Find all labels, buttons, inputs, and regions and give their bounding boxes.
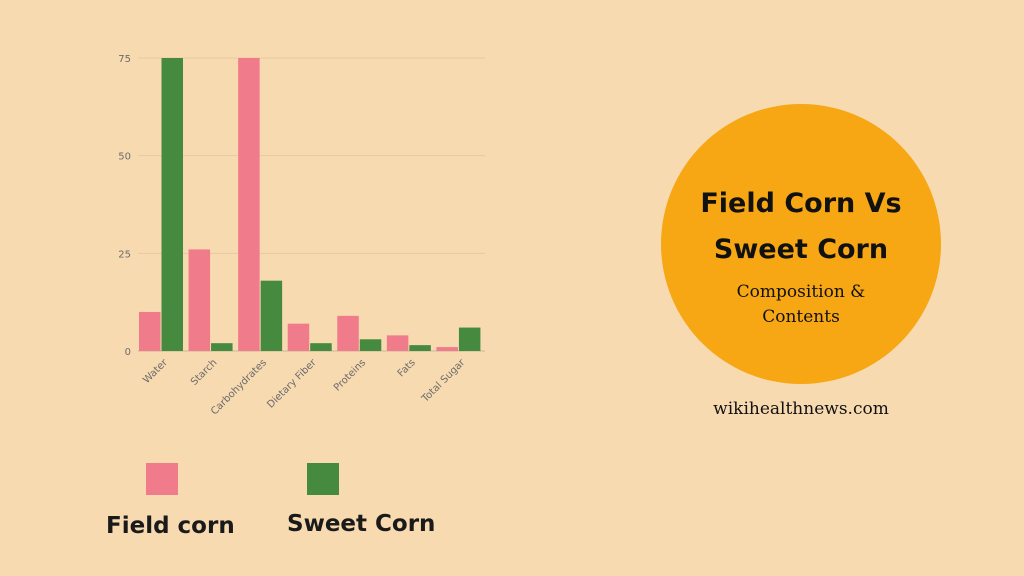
y-tick-label: 0 (125, 347, 131, 358)
bar-sweet-corn-total-sugar (458, 327, 481, 351)
legend-field-corn-swatch (146, 463, 178, 495)
legend-sweet-corn-swatch (307, 463, 339, 495)
bar-sweet-corn-dietary-fiber (310, 343, 332, 351)
bar-field-corn-water (139, 311, 161, 351)
title-circle: Field Corn Vs Sweet Corn Composition & C… (661, 104, 941, 384)
x-tick-label: Fats (396, 357, 418, 379)
title-line-2: Sweet Corn (713, 234, 889, 265)
legend-field-corn-label: Field corn (106, 513, 235, 539)
y-tick-labels: 0 25 50 75 (118, 54, 131, 358)
bar-field-corn-starch (188, 249, 211, 351)
bar-field-corn-dietary-fiber (287, 323, 310, 351)
y-tick-label: 75 (118, 54, 131, 65)
x-tick-label: Proteins (332, 357, 368, 393)
legend-sweet-corn-label: Sweet Corn (287, 511, 436, 537)
bar-sweet-corn-water (161, 58, 183, 351)
subtitle-line-2: Contents (762, 307, 840, 327)
bar-sweet-corn-starch (211, 343, 233, 351)
x-tick-label: Starch (189, 357, 219, 387)
x-tick-label: Total Sugar (419, 357, 468, 406)
y-tick-label: 50 (118, 152, 131, 163)
bar-field-corn-proteins (337, 315, 359, 351)
y-tick-label: 25 (118, 249, 131, 260)
website-label: wikihealthnews.com (713, 399, 889, 419)
bar-sweet-corn-fats (409, 345, 431, 351)
title-line-1: Field Corn Vs (700, 188, 902, 219)
bar-sweet-corn-carbohydrates (260, 280, 283, 351)
bar-field-corn-fats (386, 335, 409, 351)
bar-field-corn-total-sugar (436, 347, 458, 351)
x-tick-label: Dietary Fiber (265, 357, 319, 411)
bar-field-corn-carbohydrates (238, 58, 260, 351)
x-tick-label: Water (141, 357, 170, 386)
bar-sweet-corn-proteins (359, 339, 382, 351)
bars (139, 58, 481, 351)
subtitle-line-1: Composition & (736, 282, 866, 302)
